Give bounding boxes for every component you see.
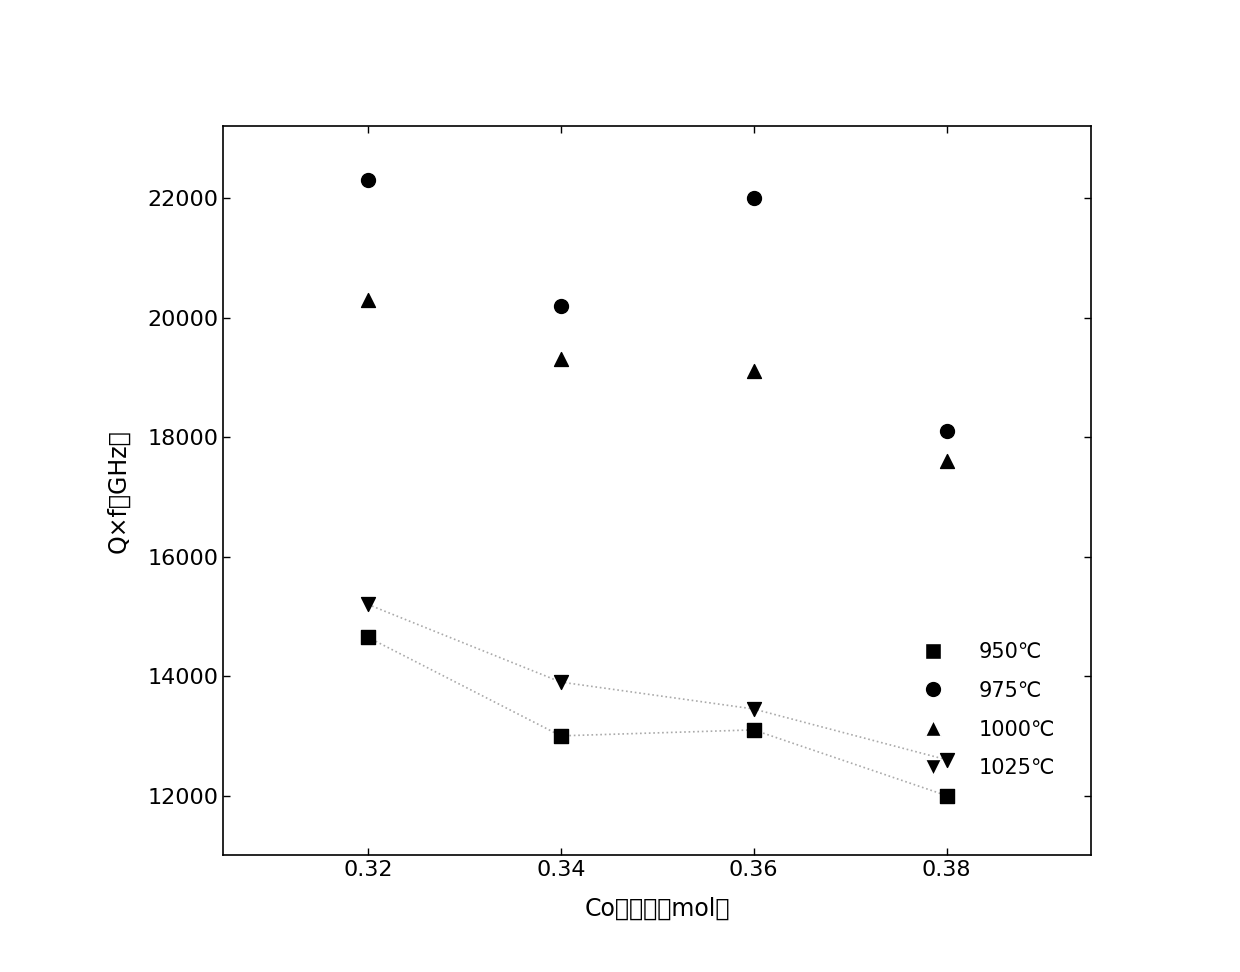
1025℃ bbox=[936, 752, 956, 768]
950℃ bbox=[358, 630, 378, 645]
1000℃ bbox=[358, 292, 378, 307]
950℃ bbox=[744, 722, 764, 738]
975℃ bbox=[936, 424, 956, 439]
975℃ bbox=[744, 191, 764, 206]
Legend: 950℃, 975℃, 1000℃, 1025℃: 950℃, 975℃, 1000℃, 1025℃ bbox=[904, 634, 1064, 786]
1025℃ bbox=[358, 597, 378, 612]
950℃ bbox=[551, 728, 570, 744]
1025℃ bbox=[551, 675, 570, 690]
975℃ bbox=[358, 172, 378, 188]
1000℃ bbox=[744, 364, 764, 379]
1025℃ bbox=[744, 701, 764, 716]
1000℃ bbox=[936, 453, 956, 469]
1000℃ bbox=[551, 352, 570, 367]
975℃ bbox=[551, 297, 570, 313]
950℃ bbox=[936, 788, 956, 804]
Y-axis label: Q×f（GHz）: Q×f（GHz） bbox=[107, 429, 130, 553]
X-axis label: Co掺杂量（mol）: Co掺杂量（mol） bbox=[584, 897, 730, 920]
